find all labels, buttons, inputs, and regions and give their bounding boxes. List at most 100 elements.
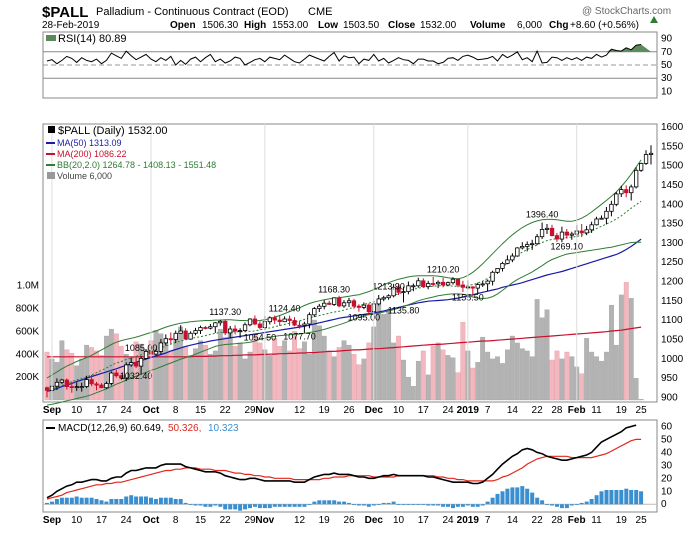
macd-date-label: 26 (343, 515, 355, 526)
candle-body (599, 217, 604, 220)
macd-hist-bar (292, 504, 297, 507)
macd-hist-bar (446, 504, 450, 507)
volume-bar (524, 350, 530, 401)
volume-bar (108, 328, 114, 401)
volume-bar (628, 298, 634, 401)
macd-hist-bar (312, 501, 317, 505)
candle-body (64, 379, 69, 387)
macd-hist-bar (297, 504, 302, 507)
volume-bar (381, 314, 387, 401)
candle-body (579, 230, 584, 234)
rsi-legend: RSI(14) 80.89 (58, 33, 126, 45)
macd-hist-bar (510, 487, 515, 505)
volume-bar (252, 334, 258, 401)
candle-body (138, 357, 144, 367)
macd-hist-bar (455, 504, 460, 507)
volume-bar (341, 340, 347, 401)
volume-bar (173, 334, 179, 401)
candle-body (614, 193, 619, 205)
macd-date-label: 14 (507, 515, 519, 526)
macd-hist-bar (79, 497, 84, 505)
volume-bar (618, 294, 624, 401)
macd-hist-bar (520, 486, 525, 505)
macd-hist-bar (213, 504, 218, 506)
volume-legend-swatch (47, 172, 55, 179)
macd-hist-bar (555, 504, 559, 507)
volume-bar (519, 348, 525, 401)
macd-hist-bar (64, 497, 69, 505)
price-date-label: 11 (591, 405, 602, 416)
volume-bar (44, 351, 50, 401)
volume-bar (386, 310, 392, 401)
price-date-label: Sep (43, 405, 61, 416)
candle-body (114, 372, 119, 377)
macd-hist-bar (114, 499, 119, 505)
macd-hist-bar (515, 487, 520, 505)
macd-hist-bar (238, 504, 243, 511)
candle-body (327, 302, 332, 305)
candle-body (203, 327, 208, 329)
candle-body (44, 387, 50, 391)
macd-hist-bar (381, 502, 386, 505)
candle-body (629, 186, 634, 194)
price-annotation: 1269.10 (551, 242, 584, 252)
open-value: 1506.30 (202, 20, 239, 31)
macd-hist-bar (317, 500, 322, 505)
price-tick-label: 1400 (661, 199, 684, 210)
macd-tick-label: 20 (661, 473, 673, 484)
volume-tick-label: 600K (16, 326, 40, 337)
macd-hist-bar (480, 504, 485, 506)
high-label: High (244, 20, 266, 31)
price-date-label: Feb (568, 405, 586, 416)
price-annotation: 1077.70 (283, 332, 316, 342)
macd-hist-bar (535, 497, 540, 505)
macd-hist-bar (248, 504, 252, 509)
candle-body (460, 284, 466, 288)
macd-hist-bar (173, 499, 178, 505)
macd-hist-bar (386, 502, 391, 505)
candle-body (530, 243, 535, 246)
candle-body (272, 317, 277, 321)
macd-hist-bar (530, 492, 535, 505)
macd-hist-bar (59, 497, 64, 505)
candle-body (317, 305, 322, 309)
volume-bar (64, 349, 70, 401)
macd-hist-bar (352, 504, 356, 505)
price-date-label: 25 (636, 405, 648, 416)
rsi-overbought-fill (47, 44, 651, 52)
macd-hist-bar (139, 496, 144, 505)
macd-date-label: 12 (294, 515, 306, 526)
candle-body (336, 297, 342, 307)
candle-body (559, 231, 565, 240)
macd-hist-bar (574, 504, 579, 505)
volume-bar (420, 350, 426, 401)
macd-hist-bar (134, 496, 139, 505)
macd-hist-bar (198, 504, 203, 506)
bb-lower-line (46, 241, 642, 406)
volume-tick-label: 400K (16, 349, 40, 360)
candle-body (624, 189, 629, 194)
candle-body (237, 330, 243, 333)
volume-bar (534, 299, 540, 401)
macd-hist-bar (233, 504, 238, 510)
axis-labels: 9070503010160015501500145014001350130012… (16, 34, 684, 526)
volume-bar (356, 364, 362, 401)
rsi-tick-label: 50 (661, 60, 673, 71)
volume-tick-label: 800K (16, 304, 40, 315)
macd-hist-bar (228, 504, 233, 510)
macd-hist-bar (89, 497, 94, 505)
volume-bar (272, 338, 278, 401)
macd-panel (42, 419, 658, 513)
candle-body (168, 338, 173, 341)
price-tick-label: 1000 (661, 354, 684, 365)
macd-hist-bar (99, 500, 104, 505)
macd-hist-bar (460, 504, 465, 507)
volume-bar (277, 346, 283, 401)
macd-date-label: 11 (591, 515, 602, 526)
macd-hist-bar (619, 490, 624, 505)
candle-body (421, 280, 426, 287)
candle-body (495, 267, 500, 273)
price-date-label: 8 (173, 405, 179, 416)
volume-bar (470, 367, 476, 401)
macd-legend: MACD(12,26,9) 60.649, (58, 423, 164, 434)
